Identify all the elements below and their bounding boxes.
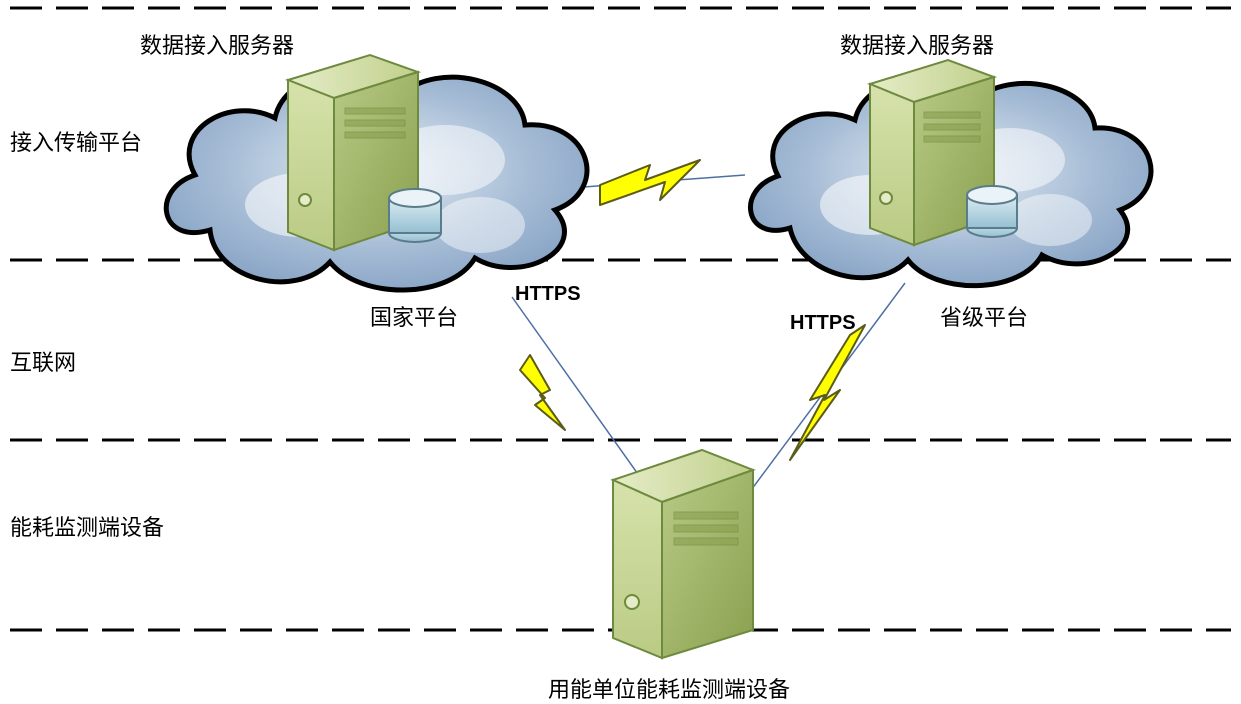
bolt-left xyxy=(520,355,565,430)
diagram-canvas xyxy=(0,0,1241,697)
server-label-left: 数据接入服务器 xyxy=(140,28,294,60)
server-label-right: 数据接入服务器 xyxy=(840,28,994,60)
bolt-horizontal xyxy=(600,160,700,205)
row-label-monitor: 能耗监测端设备 xyxy=(10,510,164,542)
server-national xyxy=(288,55,441,250)
platform-label-national: 国家平台 xyxy=(370,300,458,332)
endpoint-label: 用能单位能耗监测端设备 xyxy=(548,672,790,704)
server-provincial xyxy=(870,60,1017,245)
https-label-right: HTTPS xyxy=(790,312,856,335)
row-label-internet: 互联网 xyxy=(10,345,76,377)
disk-provincial xyxy=(967,186,1017,237)
row-label-access: 接入传输平台 xyxy=(10,125,142,157)
https-label-left: HTTPS xyxy=(515,283,581,306)
platform-label-provincial: 省级平台 xyxy=(940,300,1028,332)
disk-national xyxy=(389,189,441,242)
server-endpoint xyxy=(613,450,753,658)
